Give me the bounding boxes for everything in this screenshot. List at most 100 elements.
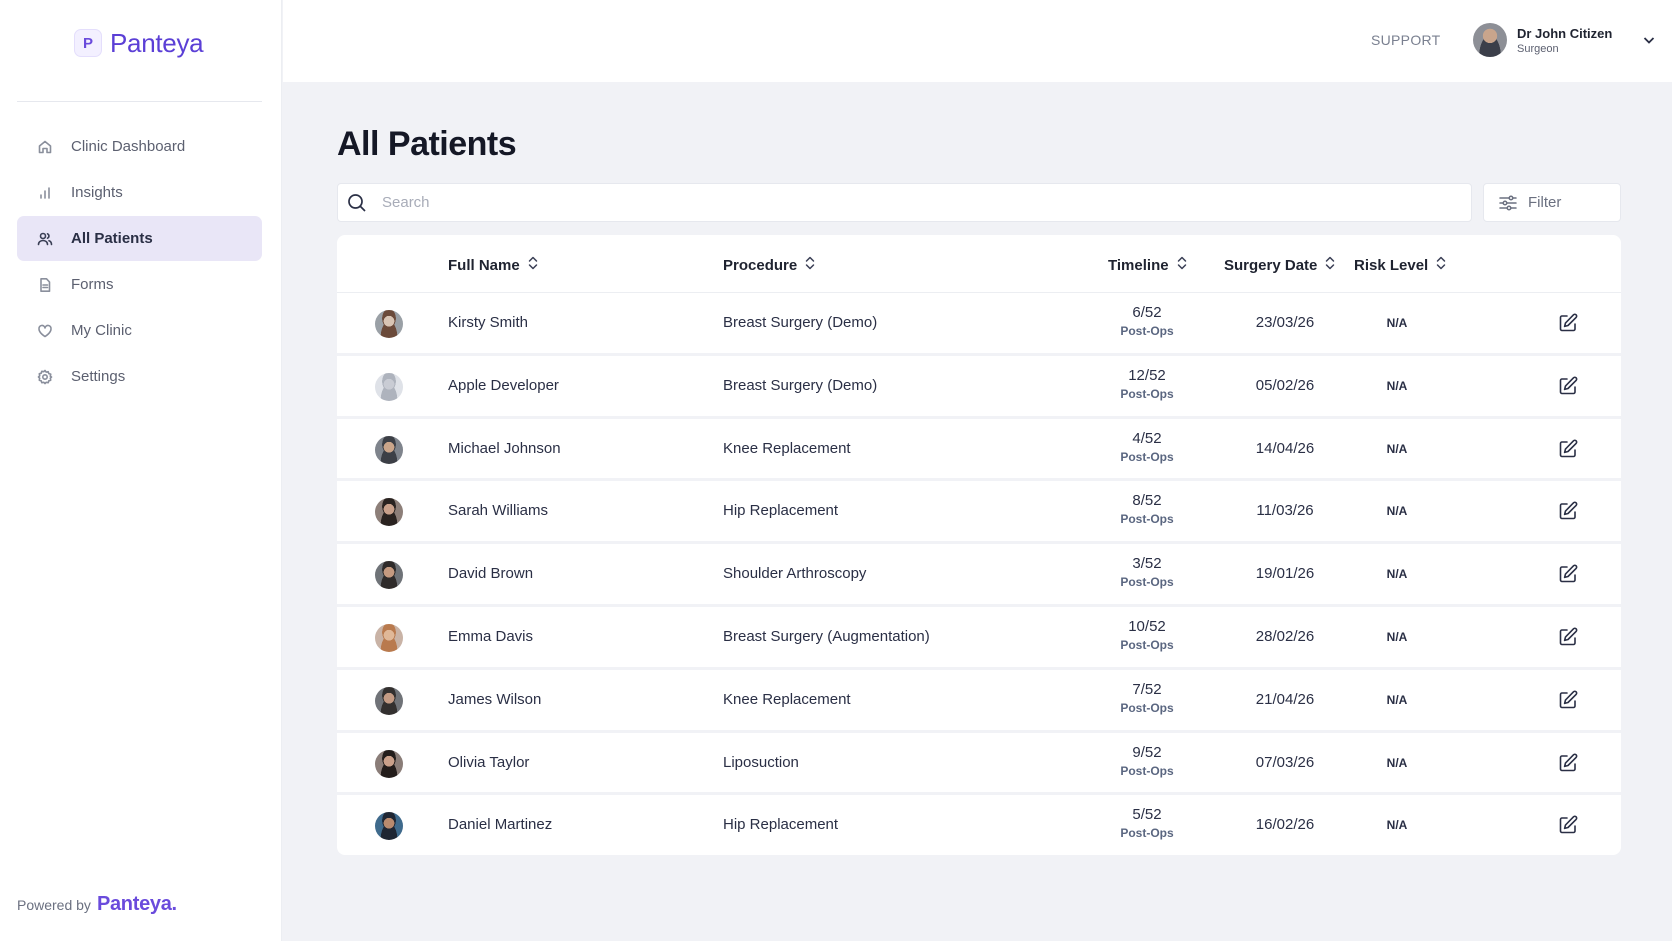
column-header-label: Full Name (448, 256, 520, 274)
risk-level: N/A (1386, 818, 1408, 833)
procedure: Breast Surgery (Demo) (723, 314, 878, 331)
edit-icon[interactable] (1557, 626, 1579, 648)
filter-sliders-icon (1499, 194, 1517, 211)
patient-name[interactable]: Daniel Martinez (448, 816, 553, 834)
edit-icon[interactable] (1557, 500, 1579, 522)
logo[interactable]: P Panteya (74, 26, 204, 60)
table-row[interactable]: Emma Davis Breast Surgery (Augmentation)… (337, 607, 1621, 670)
procedure: Knee Replacement (723, 439, 851, 457)
patients-table: Full Name Procedure Timeline Surgery Dat… (337, 235, 1621, 855)
sidebar: P Panteya Clinic Dashboard Insights All … (0, 0, 282, 941)
home-icon (37, 139, 53, 155)
surgery-date: 07/03/26 (1255, 753, 1315, 771)
timeline-value: 4/52 (1132, 429, 1162, 447)
edit-icon[interactable] (1557, 438, 1579, 460)
column-header-risk-level[interactable]: Risk Level (1354, 255, 1446, 275)
table-row[interactable]: Daniel Martinez Hip Replacement 5/52 Pos… (337, 795, 1621, 855)
sidebar-item-clinic-dashboard[interactable]: Clinic Dashboard (17, 124, 262, 169)
sort-icon (805, 255, 815, 275)
procedure: Breast Surgery (Demo) (723, 376, 878, 394)
procedure: Hip Replacement (723, 502, 839, 520)
table-row[interactable]: Kirsty Smith Breast Surgery (Demo) 6/52 … (337, 293, 1621, 356)
search-bar[interactable] (337, 183, 1472, 222)
edit-icon[interactable] (1557, 312, 1579, 334)
patient-name[interactable]: Olivia Taylor (448, 753, 530, 771)
procedure: Liposuction (723, 753, 799, 771)
column-header-procedure[interactable]: Procedure (723, 255, 815, 275)
patient-name[interactable]: James Wilson (448, 690, 542, 708)
risk-level: N/A (1386, 504, 1408, 519)
table-row[interactable]: Michael Johnson Knee Replacement 4/52 Po… (337, 419, 1621, 482)
sidebar-item-my-clinic[interactable]: My Clinic (17, 308, 262, 353)
procedure: Knee Replacement (723, 690, 851, 708)
timeline: 6/52 Post-Ops (1097, 304, 1197, 338)
surgery-date: 11/03/26 (1256, 502, 1314, 520)
column-header-surgery-date[interactable]: Surgery Date (1224, 255, 1335, 275)
edit-icon[interactable] (1557, 689, 1579, 711)
patient-name[interactable]: Michael Johnson (448, 439, 561, 457)
timeline-label: Post-Ops (1120, 700, 1174, 715)
filter-button[interactable]: Filter (1483, 183, 1621, 222)
chevron-down-icon[interactable] (1642, 33, 1656, 47)
timeline: 5/52 Post-Ops (1097, 806, 1197, 840)
column-header-full-name[interactable]: Full Name (448, 255, 538, 275)
sidebar-divider (17, 101, 262, 102)
table-row[interactable]: Apple Developer Breast Surgery (Demo) 12… (337, 356, 1621, 419)
column-header-label: Risk Level (1354, 256, 1429, 274)
support-link[interactable]: SUPPORT (1371, 32, 1441, 48)
page-title: All Patients (337, 125, 517, 163)
user-menu[interactable]: Dr John Citizen Surgeon (1473, 22, 1656, 58)
timeline-label: Post-Ops (1120, 324, 1174, 338)
timeline-label: Post-Ops (1120, 386, 1174, 401)
search-input[interactable] (382, 194, 1471, 211)
timeline-value: 3/52 (1132, 555, 1162, 573)
timeline-value: 5/52 (1132, 806, 1162, 824)
risk-level: N/A (1386, 316, 1408, 330)
logo-mark-icon: P (74, 29, 102, 57)
risk-level: N/A (1386, 567, 1408, 582)
surgery-date: 05/02/26 (1255, 376, 1315, 394)
users-icon (37, 231, 53, 247)
column-header-timeline[interactable]: Timeline (1108, 255, 1187, 275)
table-body: Kirsty Smith Breast Surgery (Demo) 6/52 … (337, 293, 1621, 855)
edit-icon[interactable] (1557, 814, 1579, 836)
table-header: Full Name Procedure Timeline Surgery Dat… (337, 235, 1621, 293)
sidebar-item-forms[interactable]: Forms (17, 262, 262, 307)
powered-by-brand: Panteya. (96, 893, 177, 915)
sidebar-item-settings[interactable]: Settings (17, 354, 262, 399)
timeline: 12/52 Post-Ops (1097, 367, 1197, 401)
avatar (375, 435, 403, 464)
sidebar-item-insights[interactable]: Insights (17, 170, 262, 215)
timeline-value: 6/52 (1132, 304, 1162, 321)
sidebar-item-label: All Patients (71, 230, 153, 247)
patient-name[interactable]: Sarah Williams (448, 502, 549, 520)
risk-level: N/A (1386, 378, 1408, 393)
edit-icon[interactable] (1557, 375, 1579, 397)
edit-icon[interactable] (1557, 752, 1579, 774)
timeline-label: Post-Ops (1120, 826, 1174, 841)
sidebar-item-all-patients[interactable]: All Patients (17, 216, 262, 261)
surgery-date: 23/03/26 (1255, 314, 1315, 331)
avatar (375, 561, 403, 590)
timeline: 10/52 Post-Ops (1097, 618, 1197, 652)
table-row[interactable]: Olivia Taylor Liposuction 9/52 Post-Ops … (337, 733, 1621, 796)
surgery-date: 14/04/26 (1255, 439, 1315, 457)
timeline-value: 10/52 (1128, 617, 1166, 635)
procedure: Breast Surgery (Augmentation) (723, 627, 930, 645)
search-icon (346, 192, 368, 214)
timeline-value: 12/52 (1128, 366, 1166, 384)
gear-icon (37, 369, 53, 385)
patient-name[interactable]: Emma Davis (448, 627, 534, 645)
table-row[interactable]: James Wilson Knee Replacement 7/52 Post-… (337, 670, 1621, 733)
patient-name[interactable]: David Brown (448, 565, 534, 583)
surgery-date: 21/04/26 (1255, 690, 1315, 708)
timeline-label: Post-Ops (1120, 575, 1174, 590)
patient-name[interactable]: Apple Developer (448, 376, 559, 394)
column-header-label: Timeline (1108, 256, 1169, 274)
top-header: SUPPORT Dr John Citizen Surgeon (283, 0, 1672, 82)
edit-icon[interactable] (1557, 563, 1579, 585)
table-row[interactable]: David Brown Shoulder Arthroscopy 3/52 Po… (337, 544, 1621, 607)
table-row[interactable]: Sarah Williams Hip Replacement 8/52 Post… (337, 481, 1621, 545)
patient-name[interactable]: Kirsty Smith (448, 314, 529, 331)
powered-by: Powered by Panteya. (17, 893, 177, 916)
